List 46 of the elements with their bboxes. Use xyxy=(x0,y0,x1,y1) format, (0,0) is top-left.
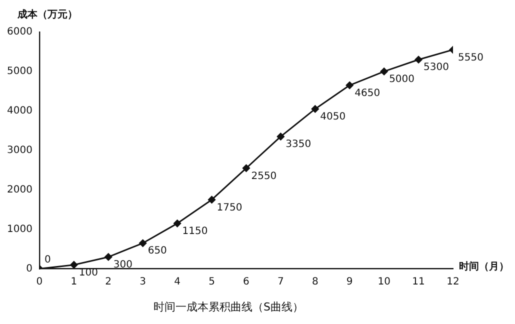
x-tick-label: 10 xyxy=(378,276,390,288)
y-tick-label: 3000 xyxy=(6,144,32,156)
y-tick-label: 6000 xyxy=(6,26,32,38)
y-tick-label: 4000 xyxy=(6,106,32,117)
x-tick-label: 2 xyxy=(105,276,112,288)
y-tick-label: 1000 xyxy=(6,224,32,235)
x-tick-label: 12 xyxy=(446,276,460,288)
data-label: 300 xyxy=(113,260,132,271)
data-label: 5000 xyxy=(389,74,415,86)
data-label: 1150 xyxy=(182,226,208,238)
data-label: 650 xyxy=(148,246,167,257)
x-tick-label: 6 xyxy=(243,276,250,288)
data-label: 4650 xyxy=(354,88,380,99)
x-tick-label: 5 xyxy=(208,276,215,288)
x-tick-label: 7 xyxy=(278,276,284,288)
x-tick-label: 3 xyxy=(140,276,146,288)
y-tick-label: 0 xyxy=(26,263,32,274)
point xyxy=(242,164,250,172)
point xyxy=(380,68,388,76)
x-tick-label: 8 xyxy=(312,276,318,288)
text: 时间一成本累积曲线（S曲线） xyxy=(154,300,304,314)
point xyxy=(139,239,147,247)
point xyxy=(174,220,182,228)
y-axis-title: 成本（万元） xyxy=(16,8,78,21)
data-label: 4050 xyxy=(320,112,346,123)
point xyxy=(208,196,216,204)
data-label: 2550 xyxy=(251,170,277,182)
data-label: 5300 xyxy=(424,62,449,74)
x-tick-label: 0 xyxy=(36,276,43,288)
x-axis-title: 时间（月） xyxy=(459,260,509,272)
x-tick-label: 11 xyxy=(412,276,425,288)
x-tick-label: 1 xyxy=(70,276,78,288)
x-tick-label: 4 xyxy=(174,276,180,288)
data-label: 0 xyxy=(44,254,51,266)
data-label: 5550 xyxy=(458,52,484,64)
point xyxy=(311,105,319,113)
data-label: 3350 xyxy=(286,139,312,150)
point xyxy=(276,132,284,140)
point xyxy=(414,56,422,64)
point xyxy=(70,261,78,269)
y-tick-label: 5000 xyxy=(6,66,32,78)
y-tick-label: 2000 xyxy=(6,184,32,196)
point xyxy=(104,253,112,261)
x-tick-label: 9 xyxy=(346,276,353,288)
point xyxy=(346,82,354,90)
data-label: 1750 xyxy=(216,202,242,214)
